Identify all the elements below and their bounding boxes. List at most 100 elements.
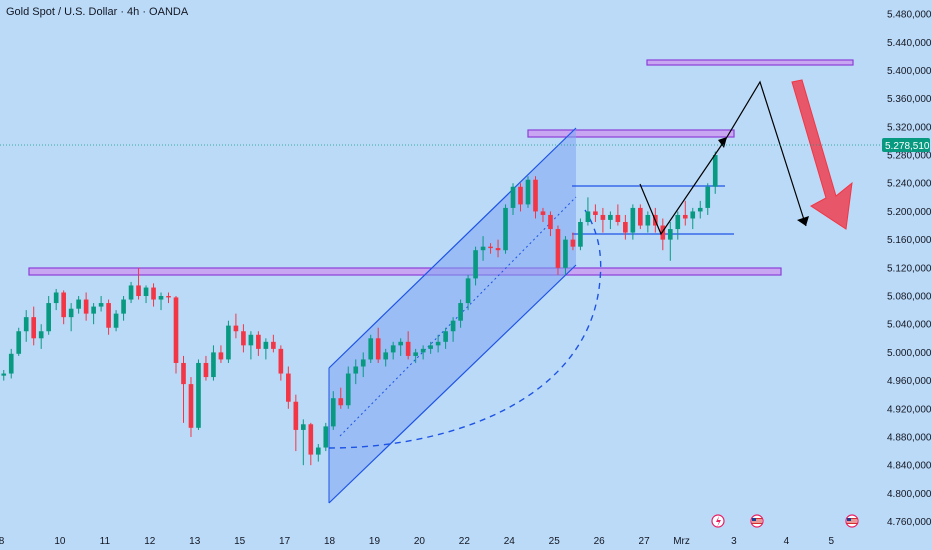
candle-down[interactable] bbox=[188, 384, 194, 428]
candle-down[interactable] bbox=[61, 292, 66, 318]
candle-up[interactable] bbox=[645, 214, 651, 226]
candle-up[interactable] bbox=[450, 320, 456, 332]
path-arrow-2[interactable] bbox=[726, 80, 807, 227]
candle-up[interactable] bbox=[113, 313, 119, 328]
candle-up[interactable] bbox=[473, 250, 478, 279]
candle-down[interactable] bbox=[286, 373, 291, 402]
candle-up[interactable] bbox=[345, 373, 351, 406]
channel-upper-line[interactable] bbox=[328, 127, 577, 369]
resistance-zone-current[interactable] bbox=[527, 129, 735, 138]
candle-up[interactable] bbox=[143, 287, 149, 297]
channel-lower-line[interactable] bbox=[328, 264, 577, 504]
candle-up[interactable] bbox=[578, 222, 583, 247]
candle-up[interactable] bbox=[525, 179, 531, 205]
candle-up[interactable] bbox=[383, 352, 389, 360]
candle-up[interactable] bbox=[697, 207, 703, 212]
us-flag-icon[interactable] bbox=[750, 514, 764, 528]
candle-down[interactable] bbox=[540, 211, 546, 215]
candle-up[interactable] bbox=[53, 292, 59, 304]
candle-up[interactable] bbox=[413, 352, 418, 356]
candle-down[interactable] bbox=[660, 225, 666, 240]
candle-up[interactable] bbox=[390, 345, 396, 353]
candle-down[interactable] bbox=[533, 179, 538, 212]
us-flag-icon[interactable] bbox=[845, 514, 859, 528]
candle-down[interactable] bbox=[600, 214, 606, 220]
support-zone[interactable] bbox=[28, 267, 782, 276]
candle-down[interactable] bbox=[548, 214, 553, 230]
candle-up[interactable] bbox=[121, 299, 126, 314]
candle-up[interactable] bbox=[8, 353, 14, 374]
candle-down[interactable] bbox=[218, 352, 224, 360]
candle-down[interactable] bbox=[338, 398, 344, 406]
candle-up[interactable] bbox=[248, 334, 254, 346]
candle-down[interactable] bbox=[593, 211, 598, 215]
candle-down[interactable] bbox=[570, 239, 576, 247]
candle-down[interactable] bbox=[233, 325, 239, 332]
candle-up[interactable] bbox=[510, 186, 516, 208]
candle-down[interactable] bbox=[31, 317, 37, 339]
candle-up[interactable] bbox=[435, 341, 441, 346]
candle-up[interactable] bbox=[458, 303, 463, 321]
candle-up[interactable] bbox=[1, 373, 7, 376]
candle-up[interactable] bbox=[16, 331, 22, 354]
candle-down[interactable] bbox=[181, 362, 186, 385]
candle-up[interactable] bbox=[360, 359, 366, 367]
candle-up[interactable] bbox=[503, 207, 508, 251]
candle-up[interactable] bbox=[76, 299, 81, 309]
candle-down[interactable] bbox=[495, 248, 501, 251]
lightning-icon[interactable] bbox=[711, 514, 725, 528]
candle-up[interactable] bbox=[98, 303, 104, 307]
candle-up[interactable] bbox=[443, 331, 448, 342]
candle-up[interactable] bbox=[667, 229, 673, 240]
candle-up[interactable] bbox=[630, 207, 636, 233]
candle-down[interactable] bbox=[151, 287, 156, 300]
candle-down[interactable] bbox=[293, 401, 299, 430]
bearish-arrow[interactable] bbox=[791, 79, 853, 230]
candle-up[interactable] bbox=[353, 366, 359, 374]
candle-down[interactable] bbox=[271, 341, 276, 349]
candle-up[interactable] bbox=[211, 352, 216, 378]
candle-up[interactable] bbox=[226, 325, 231, 360]
candle-down[interactable] bbox=[488, 246, 493, 249]
candle-up[interactable] bbox=[585, 211, 591, 223]
candle-down[interactable] bbox=[555, 229, 561, 268]
candle-down[interactable] bbox=[308, 424, 314, 455]
candle-down[interactable] bbox=[106, 303, 111, 328]
candle-up[interactable] bbox=[712, 155, 718, 187]
candle-up[interactable] bbox=[705, 186, 711, 208]
candle-down[interactable] bbox=[278, 348, 284, 374]
price-axis[interactable]: 5.480,000 5.440,000 5.400,000 5.360,000 5.32… bbox=[887, 10, 932, 528]
candle-down[interactable] bbox=[518, 186, 523, 205]
candle-down[interactable] bbox=[256, 334, 261, 349]
candle-up[interactable] bbox=[690, 211, 696, 219]
candle-up[interactable] bbox=[675, 214, 681, 230]
candle-down[interactable] bbox=[203, 362, 209, 378]
candle-up[interactable] bbox=[368, 338, 374, 360]
candle-down[interactable] bbox=[623, 222, 628, 233]
candle-up[interactable] bbox=[465, 278, 471, 304]
candle-down[interactable] bbox=[241, 331, 246, 346]
candle-down[interactable] bbox=[405, 341, 411, 356]
resistance-zone-upper[interactable] bbox=[646, 59, 854, 66]
candle-up[interactable] bbox=[428, 345, 433, 349]
candle-down[interactable] bbox=[83, 299, 89, 314]
candle-up[interactable] bbox=[68, 308, 74, 318]
candle-up[interactable] bbox=[38, 331, 44, 339]
candle-up[interactable] bbox=[398, 341, 404, 346]
time-axis[interactable]: 8 10 11 12 13 15 17 18 19 20 22 24 25 26 27 Mrz 3 4 5 bbox=[0, 536, 835, 547]
candle-up[interactable] bbox=[608, 214, 613, 220]
candle-up[interactable] bbox=[46, 303, 52, 332]
candle-up[interactable] bbox=[23, 317, 29, 332]
candle-up[interactable] bbox=[91, 306, 96, 314]
candle-up[interactable] bbox=[420, 348, 426, 353]
candle-up[interactable] bbox=[480, 246, 486, 251]
candle-down[interactable] bbox=[375, 338, 381, 360]
candle-down[interactable] bbox=[166, 296, 171, 298]
candle-up[interactable] bbox=[300, 424, 306, 430]
candle-down[interactable] bbox=[682, 214, 688, 219]
candle-up[interactable] bbox=[158, 296, 164, 300]
candle-down[interactable] bbox=[136, 285, 141, 297]
path-arrow-1[interactable] bbox=[639, 136, 728, 236]
candle-up[interactable] bbox=[263, 341, 269, 349]
